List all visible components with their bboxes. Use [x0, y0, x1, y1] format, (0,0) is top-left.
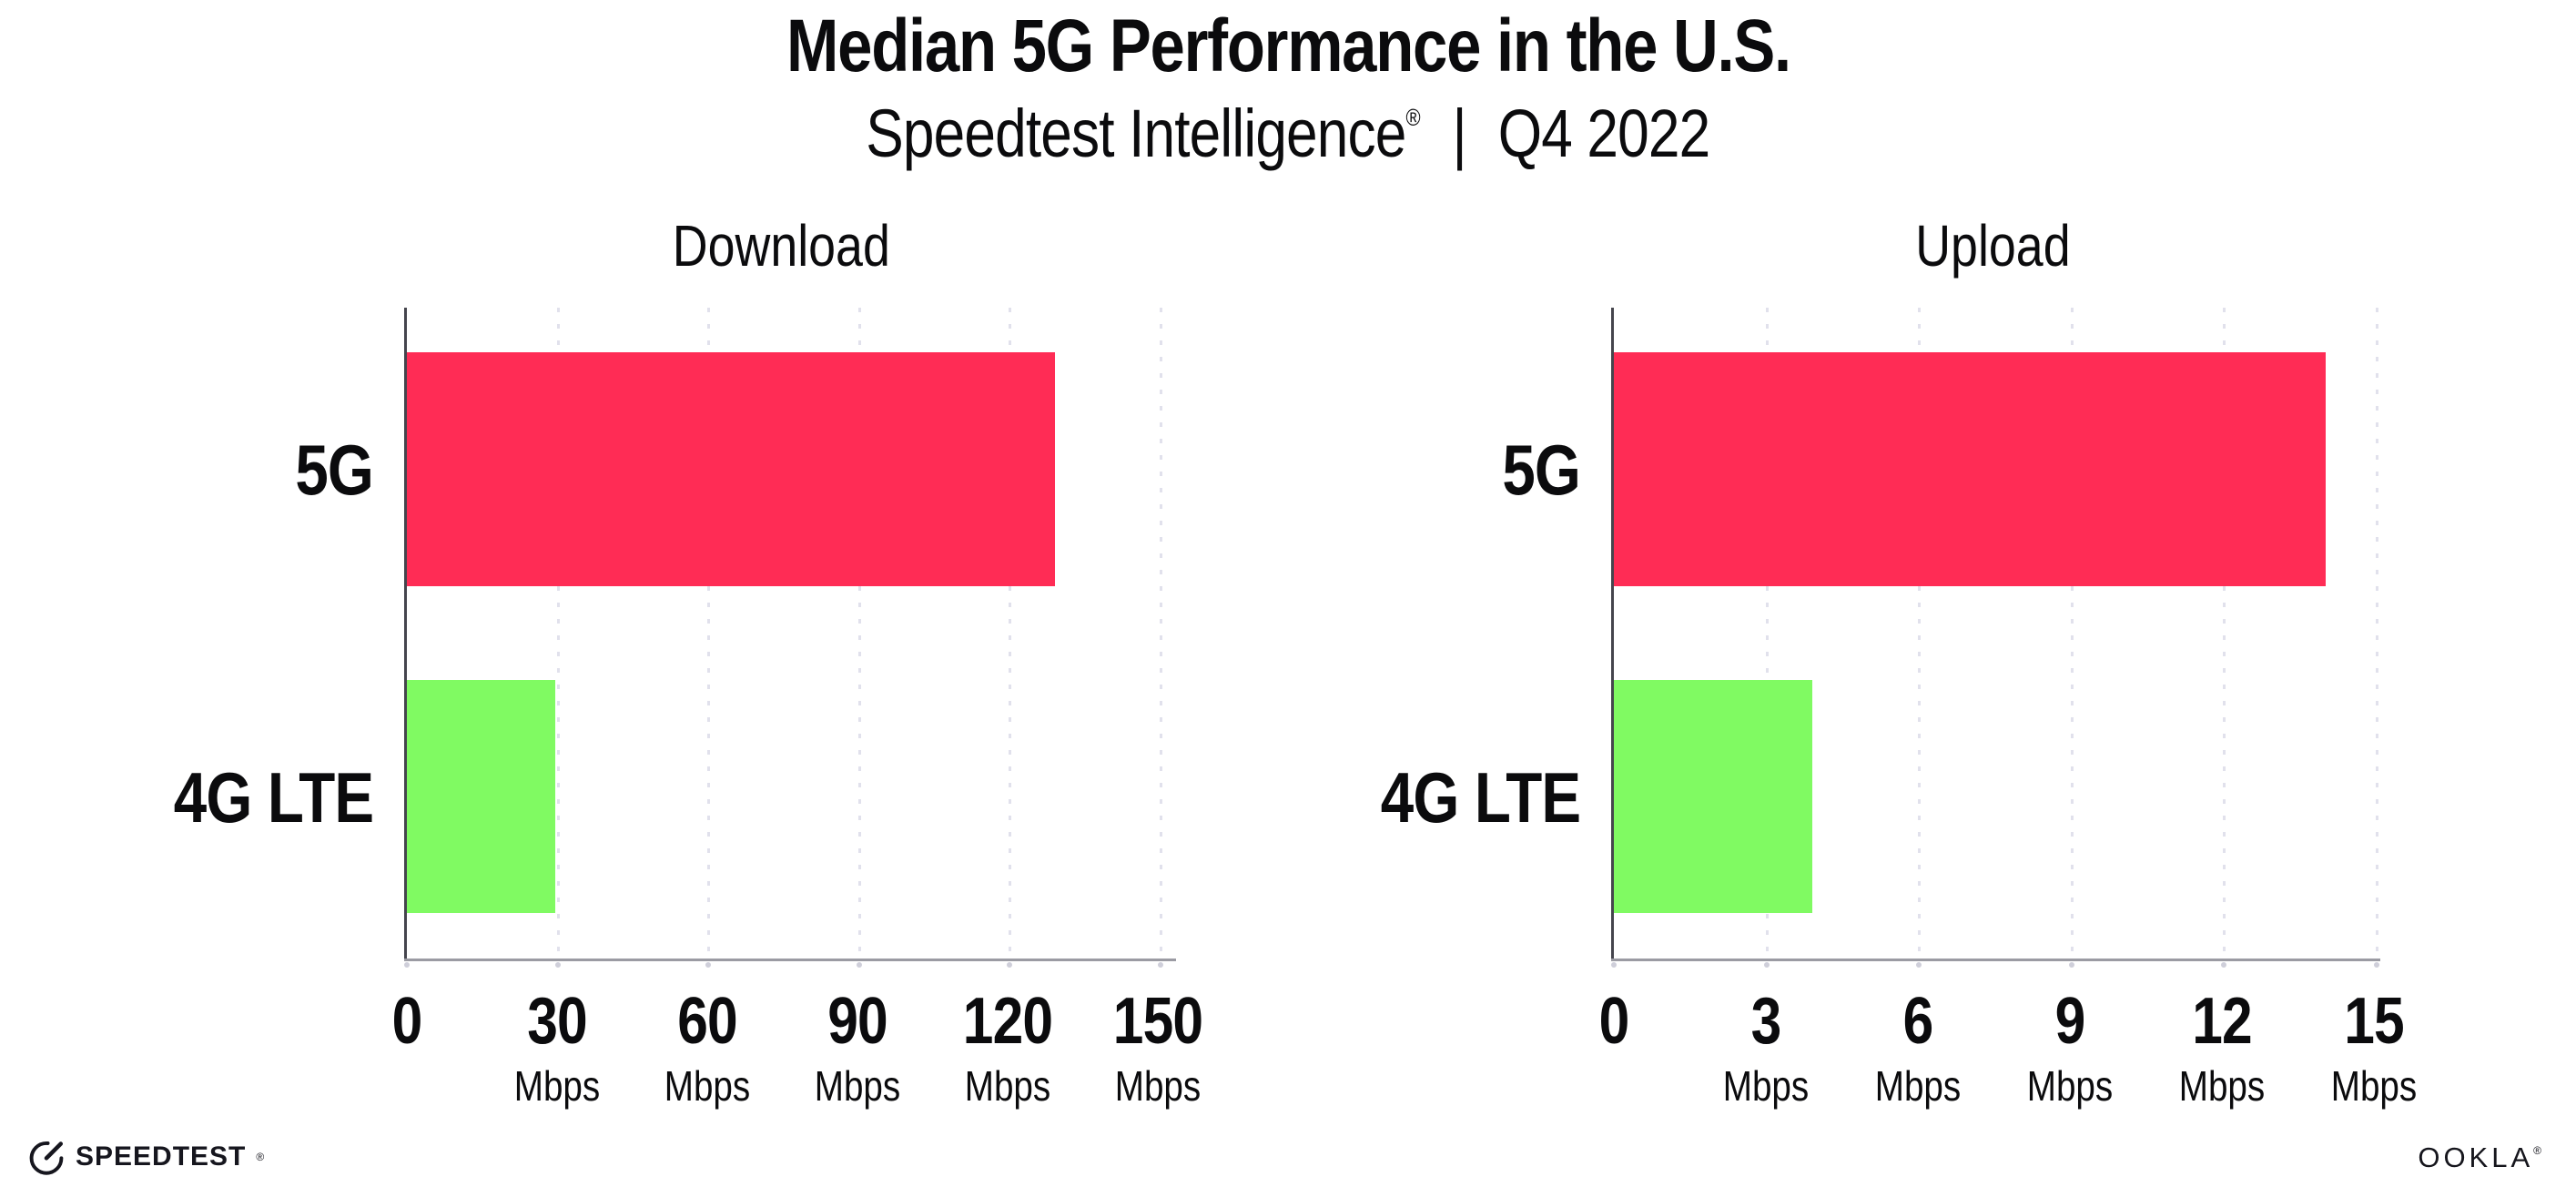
- x-tick-unit: Mbps: [664, 1062, 751, 1110]
- subtitle-period: Q4 2022: [1497, 96, 1710, 171]
- page-title: Median 5G Performance in the U.S.: [0, 5, 2576, 87]
- gridline: [1765, 308, 1769, 959]
- axis-tick-dot: [1158, 962, 1163, 968]
- bar-4g-lte-upload: [1614, 680, 1812, 913]
- x-axis-tick: 12 Mbps: [2171, 989, 2273, 1107]
- registered-trademark-icon: ®: [1405, 104, 1421, 131]
- x-axis-tick: 15 Mbps: [2323, 989, 2425, 1107]
- upload-chart-title: Upload: [1611, 217, 2374, 275]
- x-tick-value: 120: [962, 985, 1053, 1058]
- axis-tick-dot: [2374, 962, 2379, 968]
- gridline: [857, 308, 861, 959]
- category-4g-lte-text: 4G LTE: [173, 757, 374, 837]
- axis-tick-dot: [2068, 962, 2074, 968]
- axis-tick-dot: [1007, 962, 1013, 968]
- subtitle-brand: Speedtest Intelligence: [866, 96, 1406, 171]
- category-4g-lte-text: 4G LTE: [1380, 757, 1581, 837]
- axis-tick-dot: [705, 962, 712, 968]
- x-tick-unit: Mbps: [2330, 1062, 2418, 1110]
- bar-4g-lte-download: [407, 680, 555, 913]
- download-chart-title: Download: [404, 217, 1158, 275]
- upload-chart-title-text: Upload: [1914, 213, 2071, 279]
- x-axis-tick: 30 Mbps: [506, 989, 608, 1107]
- axis-tick-dot: [1611, 962, 1617, 968]
- x-axis-tick: 0: [389, 989, 424, 1054]
- x-tick-unit: Mbps: [2026, 1062, 2114, 1110]
- axis-tick-dot: [1763, 962, 1770, 968]
- upload-category-label-5g: 5G: [1253, 430, 1581, 510]
- speedtest-logo: SPEEDTEST ®: [27, 1138, 264, 1176]
- x-tick-unit: Mbps: [964, 1062, 1051, 1110]
- gridline: [1160, 308, 1162, 959]
- gridline: [2070, 308, 2074, 959]
- x-tick-value: 150: [1112, 985, 1203, 1058]
- gridline: [2376, 308, 2378, 959]
- x-axis-tick: 6 Mbps: [1867, 989, 1969, 1107]
- ookla-registered-icon: ®: [2533, 1144, 2545, 1157]
- download-category-label-5g: 5G: [46, 430, 374, 510]
- axis-tick-dot: [856, 962, 862, 968]
- download-x-axis-line: [404, 959, 1176, 961]
- x-tick-value: 0: [391, 985, 423, 1058]
- x-tick-value: 30: [527, 985, 587, 1058]
- upload-x-axis-line: [1611, 959, 2380, 961]
- axis-tick-dot: [2221, 962, 2227, 968]
- gridline: [1009, 308, 1012, 959]
- x-tick-value: 60: [677, 985, 737, 1058]
- bar-5g-upload: [1614, 352, 2327, 586]
- x-tick-value: 90: [827, 985, 887, 1058]
- x-tick-value: 12: [2192, 985, 2252, 1058]
- speedtest-wordmark: SPEEDTEST: [76, 1141, 247, 1172]
- axis-tick-dot: [404, 962, 410, 968]
- x-axis-tick: 60 Mbps: [656, 989, 758, 1107]
- axis-tick-dot: [554, 962, 561, 968]
- download-category-label-4g-lte: 4G LTE: [46, 757, 374, 837]
- upload-category-label-4g-lte: 4G LTE: [1253, 757, 1581, 837]
- upload-x-tick-labels: 0 3 Mbps 6 Mbps 9 Mbps 12 Mbps 15 Mbps: [1599, 989, 2418, 1143]
- x-tick-unit: Mbps: [513, 1062, 601, 1110]
- ookla-wordmark: OOKLA: [2418, 1141, 2534, 1173]
- gridline: [1918, 308, 1922, 959]
- x-tick-value: 0: [1598, 985, 1630, 1058]
- x-tick-value: 3: [1750, 985, 1782, 1058]
- axis-tick-dot: [1916, 962, 1922, 968]
- download-chart-title-text: Download: [672, 213, 890, 279]
- speedtest-registered-icon: ®: [256, 1151, 265, 1163]
- ookla-logo: OOKLA®: [2418, 1141, 2545, 1174]
- subtitle-divider: |: [1452, 96, 1467, 171]
- page-title-text: Median 5G Performance in the U.S.: [786, 5, 1791, 87]
- x-tick-unit: Mbps: [1722, 1062, 1810, 1110]
- x-tick-unit: Mbps: [1874, 1062, 1962, 1110]
- x-axis-tick: 120 Mbps: [954, 989, 1060, 1107]
- gridline: [556, 308, 560, 959]
- x-tick-unit: Mbps: [2178, 1062, 2266, 1110]
- download-x-tick-labels: 0 30 Mbps 60 Mbps 90 Mbps 120 Mbps 150 Mbps: [392, 989, 1203, 1143]
- x-tick-unit: Mbps: [814, 1062, 901, 1110]
- x-axis-tick: 9 Mbps: [2019, 989, 2121, 1107]
- upload-plot-area: [1611, 308, 2379, 968]
- speedtest-gauge-icon: [29, 1141, 64, 1175]
- x-tick-value: 9: [2054, 985, 2086, 1058]
- x-axis-tick: 150 Mbps: [1104, 989, 1211, 1107]
- x-tick-value: 6: [1902, 985, 1934, 1058]
- bar-5g-download: [407, 352, 1056, 586]
- gridline: [707, 308, 711, 959]
- x-tick-value: 15: [2344, 985, 2404, 1058]
- gridline: [2223, 308, 2226, 959]
- download-plot-area: [404, 308, 1163, 968]
- x-axis-tick: 3 Mbps: [1715, 989, 1817, 1107]
- x-axis-tick: 90 Mbps: [806, 989, 908, 1107]
- x-axis-tick: 0: [1596, 989, 1631, 1054]
- page-subtitle: Speedtest Intelligence® | Q4 2022: [0, 98, 2576, 169]
- category-5g-text: 5G: [1502, 430, 1581, 510]
- x-tick-unit: Mbps: [1114, 1062, 1202, 1110]
- category-5g-text: 5G: [295, 430, 374, 510]
